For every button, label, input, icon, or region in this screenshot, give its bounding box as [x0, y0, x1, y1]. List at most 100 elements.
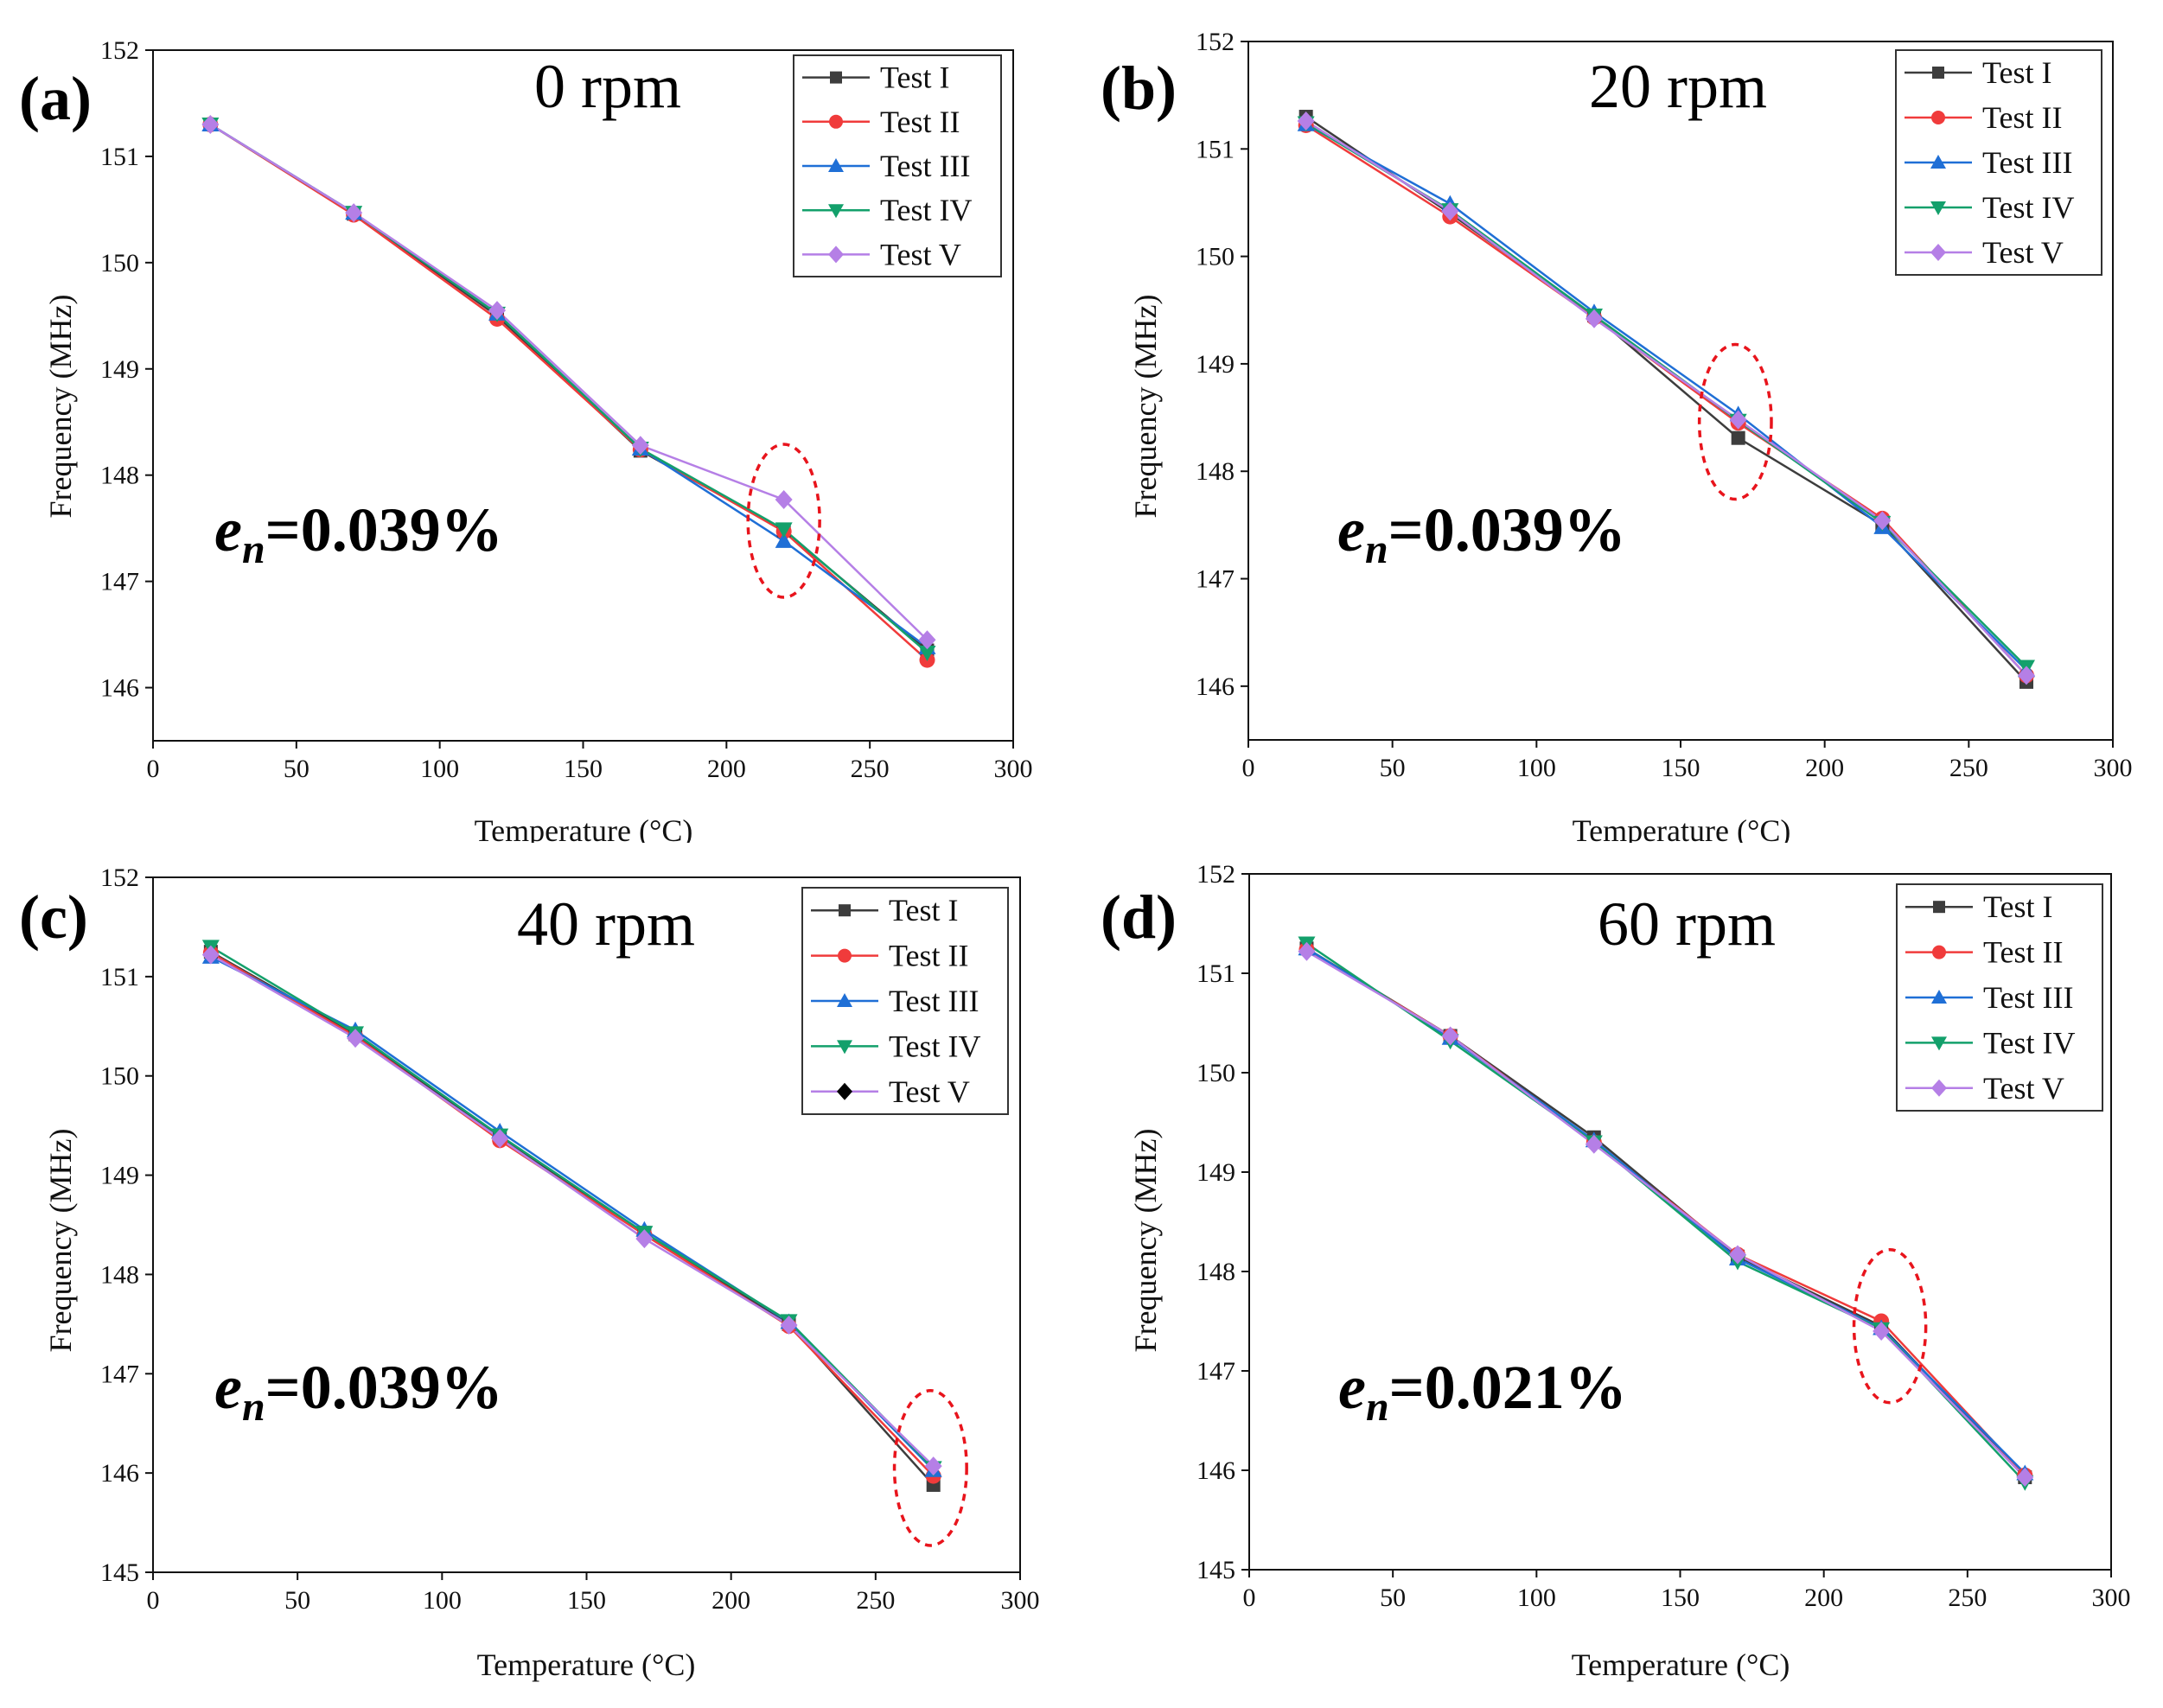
- y-tick-label: 146: [100, 1459, 139, 1488]
- highlight-ellipse: [1697, 342, 1773, 501]
- data-point-test-iii: [775, 532, 793, 548]
- x-tick-label: 250: [851, 755, 890, 783]
- y-tick-label: 149: [100, 355, 139, 384]
- y-tick-label: 148: [100, 1260, 139, 1289]
- error-label: en=0.039%: [1337, 495, 1626, 572]
- y-tick-label: 151: [100, 963, 139, 991]
- data-point-test-v: [1297, 111, 1315, 131]
- data-point-test-v: [1586, 309, 1603, 328]
- y-tick-label: 147: [100, 568, 139, 596]
- y-tick-label: 146: [1196, 1456, 1235, 1485]
- data-point-test-v: [347, 1029, 365, 1048]
- data-point-test-v: [1728, 1245, 1746, 1265]
- data-point-test-v: [631, 436, 649, 456]
- y-tick-label: 152: [100, 864, 139, 892]
- y-tick-label: 147: [100, 1360, 139, 1388]
- legend-marker-test-i: [1933, 901, 1945, 914]
- data-point-test-v: [201, 945, 220, 965]
- data-point-test-v: [201, 115, 220, 135]
- y-tick-label: 145: [100, 1558, 139, 1587]
- data-point-test-v: [918, 630, 936, 650]
- legend-marker-test-iii: [1930, 155, 1946, 169]
- data-point-test-v: [635, 1229, 654, 1249]
- y-tick-label: 151: [100, 143, 139, 171]
- chart-svg-d: 0 50 100 150 200 250 300 145 146 147 148 149 150 151 1…: [1101, 860, 2131, 1682]
- data-point-test-v: [1441, 1026, 1459, 1046]
- legend-marker-test-iii: [837, 993, 852, 1007]
- legend-label-test-iv: Test IV: [1982, 190, 2074, 225]
- legend-label-test-ii: Test II: [880, 105, 960, 139]
- data-point-test-v: [1873, 1322, 1891, 1341]
- data-point-test-i: [1731, 430, 1745, 445]
- x-axis-label: Temperature (°C): [1572, 1647, 1790, 1682]
- x-tick-label: 200: [1805, 754, 1844, 782]
- error-label: en=0.039%: [214, 495, 503, 572]
- x-tick-label: 100: [423, 1586, 462, 1615]
- legend-label-test-ii: Test II: [1983, 935, 2063, 970]
- legend-label-test-ii: Test II: [889, 939, 968, 973]
- x-tick-label: 300: [1001, 1586, 1040, 1615]
- chart-panel-c: 0 50 100 150 200 250 300 145 146 147 148 149 150 151 1…: [0, 843, 1082, 1704]
- y-tick-label: 149: [1196, 1158, 1235, 1187]
- y-tick-label: 147: [1196, 1357, 1235, 1386]
- legend-marker-test-iv: [828, 204, 844, 219]
- chart-panel-a: 0 50 100 150 200 250 300 146 147 148 149 150 151 152 T…: [0, 0, 1082, 848]
- x-tick-label: 150: [564, 755, 603, 783]
- legend-label-test-iii: Test III: [880, 149, 970, 183]
- legend-marker-test-v: [837, 1082, 852, 1100]
- series-line-test-v: [210, 953, 935, 1467]
- y-tick-label: 146: [1196, 672, 1235, 701]
- y-axis-label: Frequency (MHz): [1128, 295, 1163, 519]
- chart-svg-b: 0 50 100 150 200 250 300 146 147 148 149 150 151 152 T…: [1101, 28, 2133, 848]
- legend-label-test-v: Test V: [889, 1074, 970, 1109]
- series-line-test-v: [1305, 950, 2026, 1478]
- y-tick-label: 151: [1196, 135, 1235, 163]
- y-tick-label: 149: [1196, 350, 1235, 379]
- x-tick-label: 0: [147, 1586, 160, 1615]
- legend-label-test-iv: Test IV: [1983, 1025, 2075, 1060]
- legend-marker-test-iv: [1930, 201, 1946, 215]
- data-point-test-v: [1298, 941, 1316, 961]
- y-tick-label: 148: [100, 462, 139, 490]
- panel-label: (a): [19, 64, 92, 133]
- x-tick-label: 300: [2094, 754, 2133, 782]
- panel-label: (b): [1101, 54, 1177, 123]
- x-tick-label: 0: [1243, 1584, 1256, 1612]
- series-line-test-iii: [1305, 123, 2027, 672]
- data-point-test-v: [2016, 1468, 2034, 1488]
- legend-label-test-iii: Test III: [1982, 145, 2072, 180]
- y-tick-label: 150: [100, 249, 139, 277]
- panel-label: (c): [19, 883, 88, 952]
- legend-marker-test-iv: [1931, 1036, 1947, 1051]
- data-point-test-v: [924, 1456, 942, 1476]
- y-tick-label: 152: [1196, 860, 1235, 889]
- legend-marker-test-ii: [1931, 111, 1945, 124]
- y-tick-label: 148: [1196, 457, 1235, 486]
- x-axis-label: Temperature (°C): [1573, 813, 1791, 843]
- x-tick-label: 300: [994, 755, 1033, 783]
- data-point-test-iv: [918, 645, 936, 661]
- y-tick-label: 149: [100, 1162, 139, 1190]
- data-point-test-v: [488, 301, 506, 321]
- x-tick-label: 200: [1804, 1584, 1843, 1612]
- error-label: en=0.021%: [1338, 1353, 1627, 1430]
- y-axis-label: Frequency (MHz): [43, 1129, 78, 1353]
- chart-title: 20 rpm: [1589, 52, 1767, 121]
- legend-marker-test-i: [1932, 67, 1944, 79]
- highlight-ellipse: [746, 443, 821, 599]
- legend-label-test-v: Test V: [1983, 1071, 2064, 1106]
- legend-label-test-i: Test I: [880, 61, 949, 95]
- legend-label-test-i: Test I: [1983, 889, 2052, 924]
- y-tick-label: 145: [1196, 1556, 1235, 1584]
- y-tick-label: 152: [100, 36, 139, 65]
- legend-marker-test-ii: [829, 114, 843, 129]
- series-line-test-v: [1305, 119, 2027, 677]
- data-point-test-v: [1585, 1134, 1603, 1154]
- legend-marker-test-iii: [828, 158, 844, 172]
- legend-label-test-v: Test V: [1982, 235, 2064, 270]
- x-tick-label: 0: [1242, 754, 1255, 782]
- y-tick-label: 152: [1196, 28, 1235, 56]
- y-tick-label: 151: [1196, 959, 1235, 988]
- x-tick-label: 250: [1948, 1584, 1987, 1612]
- x-tick-label: 150: [1662, 754, 1700, 782]
